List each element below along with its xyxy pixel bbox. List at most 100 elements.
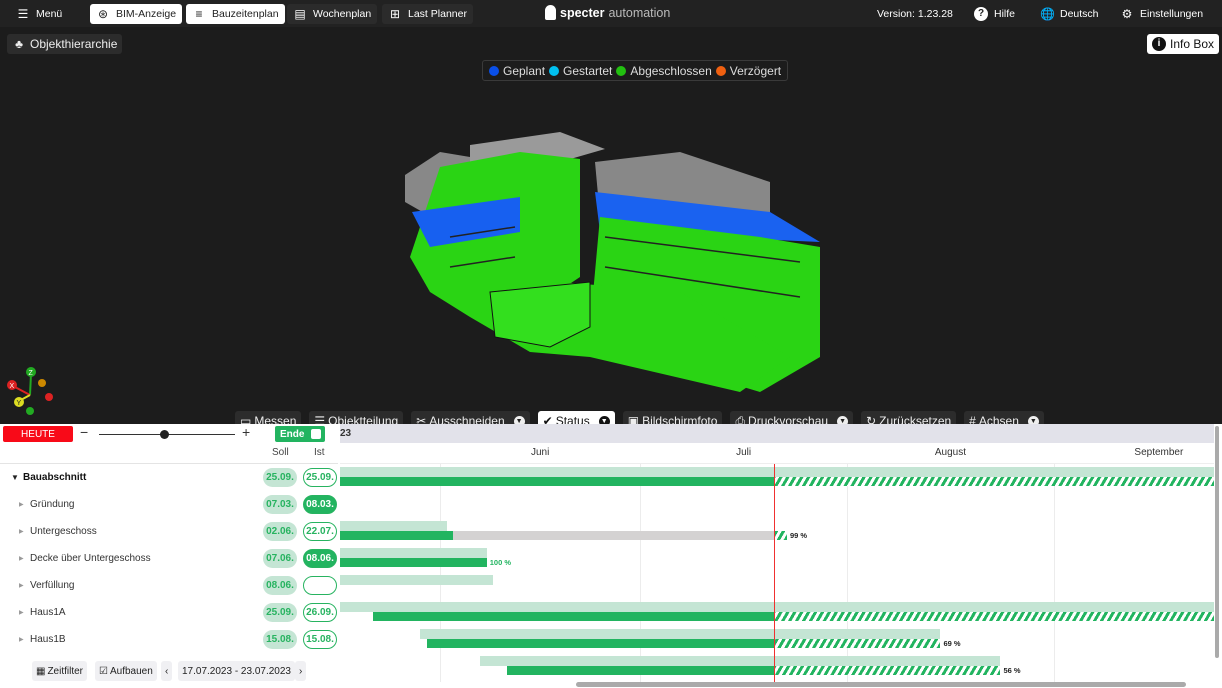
chevron-down-icon[interactable]: ▼ [1027, 415, 1039, 427]
soll-date: 07.03. [263, 495, 297, 514]
actual-bar[interactable] [340, 531, 454, 540]
ist-date [303, 576, 337, 595]
forecast-bar [773, 639, 941, 648]
soll-date: 25.09. [263, 468, 297, 487]
ist-date: 08.06. [303, 549, 337, 568]
zoom-slider[interactable]: − + [77, 424, 257, 443]
building-model[interactable] [0, 27, 1222, 424]
caret-right-icon[interactable]: ▶ [19, 556, 24, 562]
language-button[interactable]: 🌐 Deutsch [1040, 7, 1099, 21]
ghost-icon [545, 5, 556, 20]
end-toggle[interactable]: Ende [275, 426, 325, 442]
legend-dot-geplant [489, 65, 499, 76]
ruler-icon: ▭ [240, 414, 252, 428]
actual-bar[interactable] [340, 477, 774, 486]
top-bar: ☰ Menü ⊛ BIM-Anzeige ≡ Bauzeitenplan ▤ Woche… [0, 0, 1222, 27]
planned-bar [340, 467, 1214, 477]
scissors-icon: ✂ [416, 414, 427, 428]
print-icon: ⎙ [735, 413, 746, 428]
horizontal-scrollbar[interactable] [576, 682, 1186, 687]
month-gridline [640, 464, 642, 682]
task-row[interactable]: ▶ Untergeschoss 02.06. 22.07. [0, 518, 338, 545]
percent-label: 69 % [943, 639, 961, 648]
tab-bauzeitenplan[interactable]: ≡ Bauzeitenplan [186, 4, 285, 24]
prev-week-button[interactable]: ‹ [161, 661, 173, 681]
planned-bar [420, 629, 941, 639]
task-row[interactable]: ▼ Bauabschnitt 25.09. 25.09. [0, 464, 338, 491]
help-icon: ? [974, 7, 988, 21]
info-icon: i [1152, 37, 1166, 51]
version-label: Version: 1.23.28 [877, 8, 953, 20]
bim-icon: ⊛ [97, 7, 109, 21]
caret-right-icon[interactable]: ▶ [19, 637, 24, 643]
hierarchy-icon: ♣ [15, 37, 23, 51]
actual-bar[interactable] [373, 612, 774, 621]
today-button[interactable]: HEUTE [3, 426, 73, 442]
slider-knob[interactable] [160, 430, 170, 439]
gantt-chart[interactable]: 23 Juni Juli August September 99 % 100 % 69 % 5… [340, 424, 1214, 682]
tab-wochenplan[interactable]: ▤ Wochenplan [287, 4, 378, 24]
date-range[interactable]: 17.07.2023 - 23.07.2023 [178, 661, 295, 681]
planned-bar [340, 602, 1214, 612]
task-row[interactable]: ▶ Haus1B 15.08. 15.08. [0, 626, 338, 653]
zoom-out-icon[interactable]: − [80, 424, 89, 440]
forecast-bar [773, 612, 1214, 621]
month-label: September [1134, 447, 1184, 458]
forecast-bar [773, 477, 1214, 486]
task-name: Bauabschnitt [23, 472, 87, 483]
ist-date: 25.09. [303, 468, 337, 487]
settings-button[interactable]: ⚙ Einstellungen [1121, 7, 1204, 21]
ist-date: 26.09. [303, 603, 337, 622]
actual-bar[interactable] [506, 666, 774, 675]
help-button[interactable]: ? Hilfe [968, 4, 1021, 24]
chevron-down-icon[interactable]: ▼ [837, 415, 849, 427]
axes-gizmo[interactable]: Z X Y [5, 367, 60, 417]
task-row[interactable]: ▶ Verfüllung 08.06. [0, 572, 338, 599]
legend-dot-verzoegert [715, 65, 726, 76]
caret-right-icon[interactable]: ▶ [19, 502, 24, 508]
remaining-bar [453, 531, 774, 540]
task-name: Haus1A [30, 607, 66, 618]
caret-right-icon[interactable]: ▶ [19, 529, 24, 535]
bim-viewer[interactable]: ♣ Objekthierarchie i Info Box Geplant Gest… [0, 27, 1222, 431]
tab-bim-anzeige[interactable]: ⊛ BIM-Anzeige [90, 4, 183, 24]
chevron-down-icon[interactable]: ▼ [513, 415, 525, 427]
percent-label: 100 % [489, 558, 512, 567]
task-row[interactable]: ▶ Haus1A 25.09. 26.09. [0, 599, 338, 626]
chevron-down-icon[interactable]: ▼ [598, 415, 610, 427]
calendar-icon: ▦ [36, 665, 46, 677]
vertical-scrollbar[interactable] [1215, 426, 1219, 658]
soll-date: 07.06. [263, 549, 297, 568]
tab-last-planner[interactable]: ⊞ Last Planner [382, 4, 473, 24]
caret-down-icon[interactable]: ▼ [11, 473, 19, 482]
gantt-panel: HEUTE − + Ende Soll Ist ▼ Bauabschnitt 25.… [0, 424, 1222, 688]
caret-right-icon[interactable]: ▶ [19, 610, 24, 616]
time-filter-button[interactable]: ▦ Zeitfilter [32, 661, 88, 681]
month-label: August [934, 447, 967, 458]
year-header: 23 [340, 424, 1214, 443]
actual-bar[interactable] [340, 558, 487, 567]
axis-y-label: Y [17, 400, 22, 407]
hash-icon: # [969, 414, 976, 428]
task-name: Untergeschoss [30, 526, 97, 537]
zoom-in-icon[interactable]: + [242, 424, 251, 440]
ist-date: 22.07. [303, 522, 337, 541]
task-name: Haus1B [30, 634, 66, 645]
planned-bar [480, 656, 1001, 666]
task-row[interactable]: ▶ Gründung 07.03. 08.03. [0, 491, 338, 518]
task-name: Decke über Untergeschoss [30, 553, 151, 564]
build-button[interactable]: ☑ Aufbauen [95, 661, 157, 681]
calendar-check-icon: ☑ [99, 665, 108, 677]
chevron-left-icon: ‹ [165, 665, 169, 677]
actual-bar[interactable] [426, 639, 774, 648]
chevron-right-icon: › [299, 665, 303, 677]
task-name: Gründung [30, 499, 75, 510]
month-gridline [1053, 464, 1055, 682]
next-week-button[interactable]: › [295, 661, 307, 681]
hierarchy-button[interactable]: ♣ Objekthierarchie [7, 34, 123, 54]
menu-button[interactable]: ☰ Menü [17, 7, 63, 21]
caret-right-icon[interactable]: ▶ [19, 583, 24, 589]
task-row[interactable]: ▶ Decke über Untergeschoss 07.06. 08.06. [0, 545, 338, 572]
info-box-button[interactable]: i Info Box [1147, 34, 1220, 54]
soll-date: 02.06. [263, 522, 297, 541]
